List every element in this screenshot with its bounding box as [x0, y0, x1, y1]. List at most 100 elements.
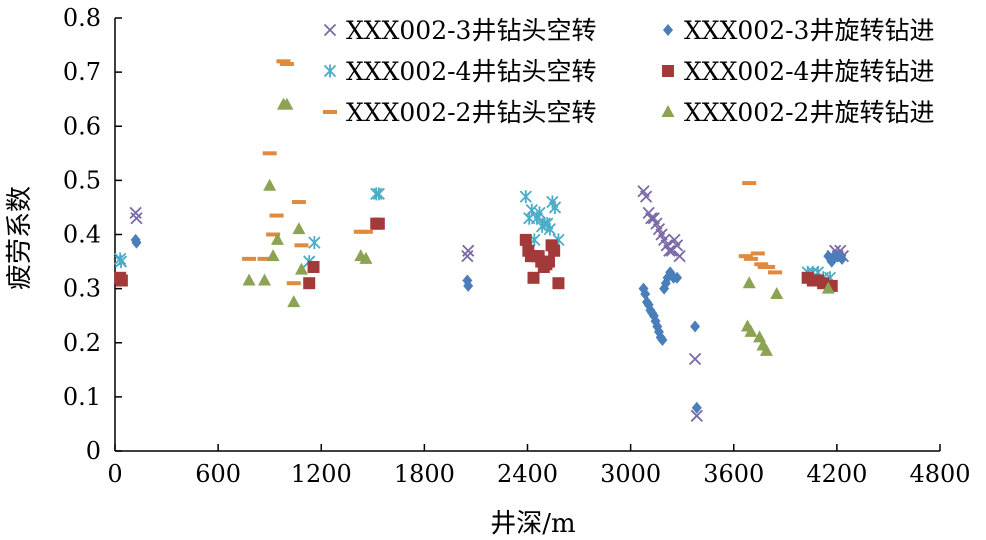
y-tick-label: 0.7 [63, 58, 101, 86]
data-point [738, 254, 753, 259]
legend-marker [661, 105, 675, 117]
data-point [552, 277, 565, 290]
data-point [525, 203, 538, 217]
data-point [688, 352, 702, 366]
data-point [131, 236, 142, 249]
legend: XXX002-3井钻头空转 XXX002-3井旋转钻进 XXX002-4井钻头空转 X… [323, 16, 934, 127]
data-point [533, 206, 546, 220]
data-point [242, 273, 256, 286]
x-tick-label: 2400 [497, 460, 558, 488]
series-2 [130, 233, 848, 414]
data-point [257, 256, 272, 261]
legend-item: XXX002-2井旋转钻进 [661, 98, 934, 127]
series-1 [129, 185, 850, 422]
legend-item: XXX002-2井钻头空转 [323, 98, 596, 127]
legend-label: XXX002-2井钻头空转 [346, 98, 596, 127]
data-point [359, 251, 373, 264]
y-tick-label: 0.6 [63, 112, 101, 140]
data-point [673, 250, 686, 263]
data-point [115, 274, 128, 287]
legend-label: XXX002-3井旋转钻进 [684, 16, 934, 45]
legend-marker [663, 24, 673, 36]
legend-item: XXX002-4井钻头空转 [323, 57, 596, 86]
data-point [519, 190, 532, 204]
data-point [672, 271, 683, 284]
data-point [114, 255, 128, 269]
series-6 [242, 97, 835, 356]
data-point [770, 287, 784, 300]
data-point [690, 320, 701, 333]
data-point [372, 187, 385, 201]
legend-item: XXX002-3井钻头空转 [323, 16, 596, 45]
series-4 [114, 217, 838, 292]
data-point [639, 190, 653, 203]
data-point [742, 181, 757, 186]
data-point [258, 273, 272, 286]
data-point [670, 239, 684, 252]
data-point [279, 62, 294, 67]
data-point [543, 222, 556, 236]
data-point [307, 260, 320, 273]
data-point [548, 244, 561, 257]
x-tick-label: 1800 [394, 460, 455, 488]
data-point [750, 251, 765, 256]
x-tick-label: 3600 [703, 460, 764, 488]
data-point [263, 178, 277, 191]
data-point [294, 243, 309, 248]
data-point [370, 187, 383, 201]
legend-label: XXX002-2井旋转钻进 [684, 98, 934, 127]
y-tick-label: 0.8 [63, 4, 101, 32]
data-point [372, 217, 385, 230]
x-tick-label: 600 [195, 460, 241, 488]
x-tick-label: 3000 [600, 460, 661, 488]
data-point [690, 409, 703, 422]
data-point [742, 276, 756, 289]
data-point [292, 222, 306, 235]
data-point [527, 271, 540, 284]
data-point [130, 212, 143, 225]
data-point [462, 244, 475, 257]
series-3 [114, 187, 837, 285]
legend-marker [323, 64, 337, 78]
data-point [463, 279, 474, 292]
data-point [759, 343, 773, 356]
y-axis-title: 疲劳系数 [5, 186, 35, 290]
data-point [269, 213, 284, 218]
x-tick-label: 0 [107, 460, 122, 488]
legend-marker [323, 110, 337, 114]
data-point [743, 256, 758, 261]
data-point [308, 236, 321, 250]
data-point [270, 232, 284, 245]
data-point [276, 59, 291, 64]
legend-label: XXX002-4井钻头空转 [346, 57, 596, 86]
data-point [821, 281, 835, 294]
data-point [519, 233, 532, 246]
data-point [657, 334, 668, 347]
data-point [744, 324, 758, 337]
y-tick-label: 0.3 [63, 275, 101, 303]
data-point [640, 288, 651, 301]
data-point [691, 401, 702, 414]
series-5 [242, 59, 782, 286]
data-point [754, 262, 769, 267]
data-point [266, 232, 281, 237]
y-tick-label: 0.2 [63, 329, 101, 357]
data-point [542, 255, 555, 268]
y-tick-label: 0.5 [63, 166, 101, 194]
data-point [303, 277, 316, 290]
legend-label: XXX002-4井旋转钻进 [684, 57, 934, 86]
legend-item: XXX002-3井旋转钻进 [663, 16, 934, 45]
y-tick-label: 0.4 [63, 221, 101, 249]
data-point [768, 270, 782, 275]
x-tick-label: 4800 [909, 460, 970, 488]
data-point [280, 97, 294, 110]
data-point [287, 295, 301, 308]
plot-area [114, 59, 850, 422]
data-point [761, 264, 776, 269]
y-tick-label: 0.1 [63, 383, 101, 411]
legend-item: XXX002-4井旋转钻进 [662, 57, 934, 86]
legend-marker [662, 65, 674, 77]
x-tick-label: 4200 [806, 460, 867, 488]
x-axis-title: 井深/m [490, 509, 575, 539]
data-point [663, 244, 676, 257]
